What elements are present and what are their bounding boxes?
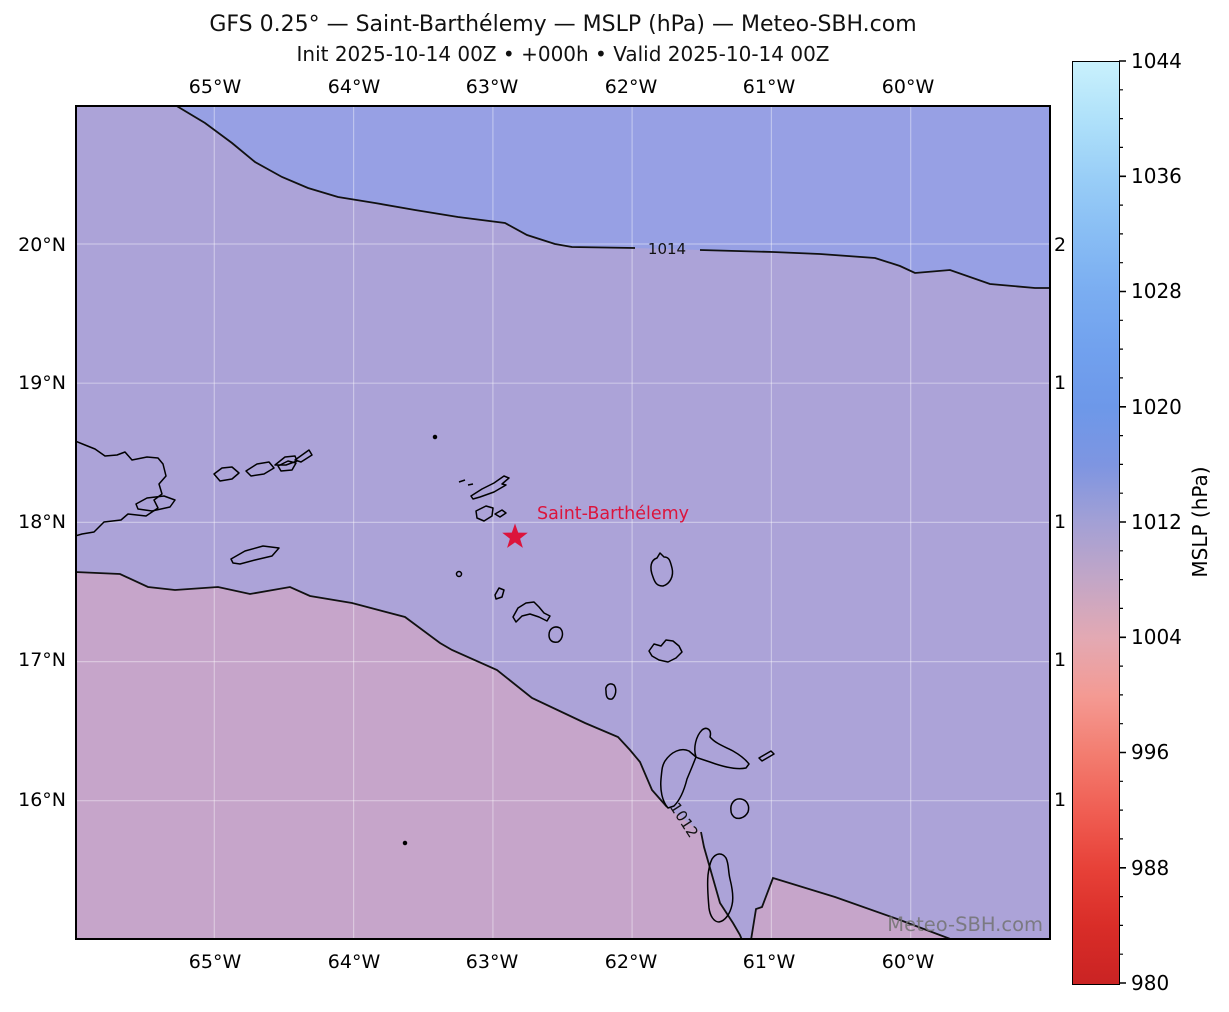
- isobar-label-1014: 1014: [648, 240, 686, 258]
- island-saba: [455, 570, 463, 578]
- island-st-kitts: [512, 601, 551, 623]
- island-sombrero: [432, 434, 438, 440]
- station-label: Saint-Barthélemy: [537, 504, 689, 524]
- pressure-band-1010-1012-wedge: [751, 878, 953, 940]
- colorbar-tick-1004: 1004: [1131, 625, 1182, 649]
- chart-subtitle: Init 2025-10-14 00Z • +000h • Valid 2025…: [296, 42, 830, 66]
- x-tick-bottom-64w: 64°W: [327, 951, 381, 973]
- colorbar-tick-1044: 1044: [1131, 49, 1182, 73]
- x-tick-top-63w: 63°W: [465, 76, 519, 98]
- x-tick-bottom-60w: 60°W: [881, 951, 935, 973]
- x-tick-bottom-65w: 65°W: [188, 951, 242, 973]
- island-montserrat: [605, 683, 617, 700]
- island-st-john: [277, 460, 297, 472]
- y-tick-left-18n: 18°N: [18, 511, 66, 533]
- island-puerto-rico: [75, 440, 167, 537]
- x-tick-top-62w: 62°W: [604, 76, 658, 98]
- colorbar-minor-ticks: [1119, 89, 1123, 955]
- isobar-1012: [75, 571, 954, 940]
- y-tick-right-19n-clipped: 1: [1054, 372, 1067, 394]
- colorbar-tick-996: 996: [1131, 740, 1170, 764]
- x-tick-top-64w: 64°W: [327, 76, 381, 98]
- station-star-marker: [502, 523, 528, 548]
- colorbar-ticks: [1119, 60, 1126, 984]
- island-barbuda: [650, 552, 674, 587]
- x-tick-top-61w: 61°W: [742, 76, 796, 98]
- island-aves: [402, 840, 408, 846]
- island-anguilla: [470, 475, 510, 500]
- y-tick-left-19n: 19°N: [18, 372, 66, 394]
- island-culebra: [213, 466, 240, 482]
- x-tick-top-65w: 65°W: [188, 76, 242, 98]
- x-tick-top-60w: 60°W: [881, 76, 935, 98]
- island-guadeloupe-basse-terre: [660, 748, 697, 809]
- map-canvas: 1014 1012 Saint-Barthélemy Meteo-SBH.com: [75, 105, 1051, 940]
- colorbar-major-ticks: [1119, 60, 1126, 984]
- x-tick-bottom-61w: 61°W: [742, 951, 796, 973]
- coastlines: [75, 434, 775, 923]
- colorbar-axis-label: MSLP (hPa): [1188, 466, 1212, 578]
- y-tick-left-16n: 16°N: [18, 789, 66, 811]
- y-tick-left-20n: 20°N: [18, 234, 66, 256]
- colorbar-tick-1012: 1012: [1131, 510, 1182, 534]
- island-st-croix: [230, 545, 280, 565]
- island-antigua: [648, 639, 683, 663]
- colorbar-tick-1036: 1036: [1131, 164, 1182, 188]
- island-st-barthelemy: [494, 509, 507, 518]
- x-tick-bottom-63w: 63°W: [465, 951, 519, 973]
- y-tick-right-18n-clipped: 1: [1054, 511, 1067, 533]
- isobar-1014: [174, 105, 1051, 289]
- colorbar-tick-1028: 1028: [1131, 279, 1182, 303]
- y-tick-right-20n-clipped: 2: [1054, 234, 1067, 256]
- colorbar-tick-980: 980: [1131, 971, 1170, 995]
- colorbar-tick-1020: 1020: [1131, 395, 1182, 419]
- island-nevis: [548, 626, 564, 643]
- island-virgin-gorda: [294, 449, 313, 463]
- colorbar-gradient: [1072, 61, 1120, 985]
- graticule: [75, 105, 1051, 940]
- islets-near-anguilla: [458, 479, 474, 486]
- watermark: Meteo-SBH.com: [887, 913, 1043, 936]
- colorbar-tick-988: 988: [1131, 856, 1170, 880]
- x-tick-bottom-62w: 62°W: [604, 951, 658, 973]
- island-la-desirade: [758, 750, 775, 762]
- map-frame: [75, 105, 1051, 940]
- island-st-thomas: [245, 461, 275, 477]
- island-marie-galante: [730, 798, 750, 820]
- y-tick-right-16n-clipped: 1: [1054, 789, 1067, 811]
- pressure-band-1010-1012: [75, 572, 742, 940]
- island-guadeloupe-grande-terre: [694, 727, 750, 770]
- chart-title: GFS 0.25° — Saint-Barthélemy — MSLP (hPa…: [209, 12, 917, 37]
- y-tick-left-17n: 17°N: [18, 649, 66, 671]
- island-st-eustatius: [494, 587, 505, 600]
- island-st-martin: [475, 505, 494, 522]
- pressure-band-1014-1016: [175, 105, 1051, 288]
- island-dominica: [706, 853, 734, 923]
- island-vieques: [135, 495, 176, 512]
- y-tick-right-17n-clipped: 1: [1054, 649, 1067, 671]
